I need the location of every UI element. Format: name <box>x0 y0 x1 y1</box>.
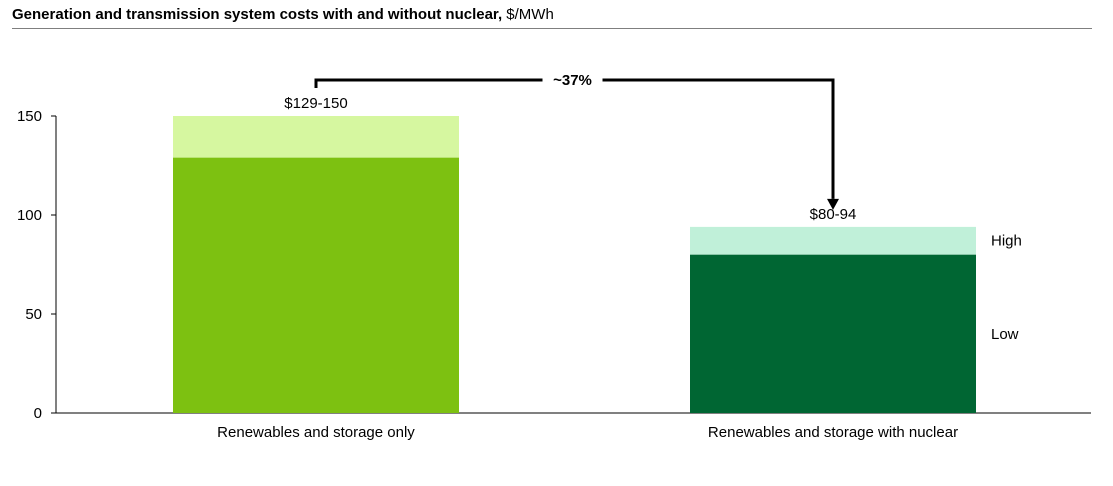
annotation-label: ~37% <box>553 72 592 89</box>
category-label: Renewables and storage only <box>217 424 415 441</box>
bar-low <box>173 157 459 413</box>
legend-label-high: High <box>991 233 1022 250</box>
legend-label-low: Low <box>991 326 1019 343</box>
y-tick-label: 50 <box>25 306 42 323</box>
y-tick-label: 150 <box>17 108 42 125</box>
bar-data-label: $129-150 <box>284 95 347 112</box>
chart-title: Generation and transmission system costs… <box>12 6 554 23</box>
title-divider <box>12 28 1092 29</box>
y-tick-label: 0 <box>34 405 42 422</box>
annotation-label-bg <box>542 70 603 90</box>
y-tick-label: 100 <box>17 207 42 224</box>
category-label: Renewables and storage with nuclear <box>708 424 958 441</box>
bar-high <box>690 226 976 255</box>
chart-title-unit: $/MWh <box>506 6 554 23</box>
reduction-arrow-head <box>827 198 839 210</box>
bar-data-label: $80-94 <box>810 206 857 223</box>
bar-low <box>690 254 976 413</box>
chart-title-main: Generation and transmission system costs… <box>12 6 503 23</box>
bar-high <box>173 116 459 158</box>
